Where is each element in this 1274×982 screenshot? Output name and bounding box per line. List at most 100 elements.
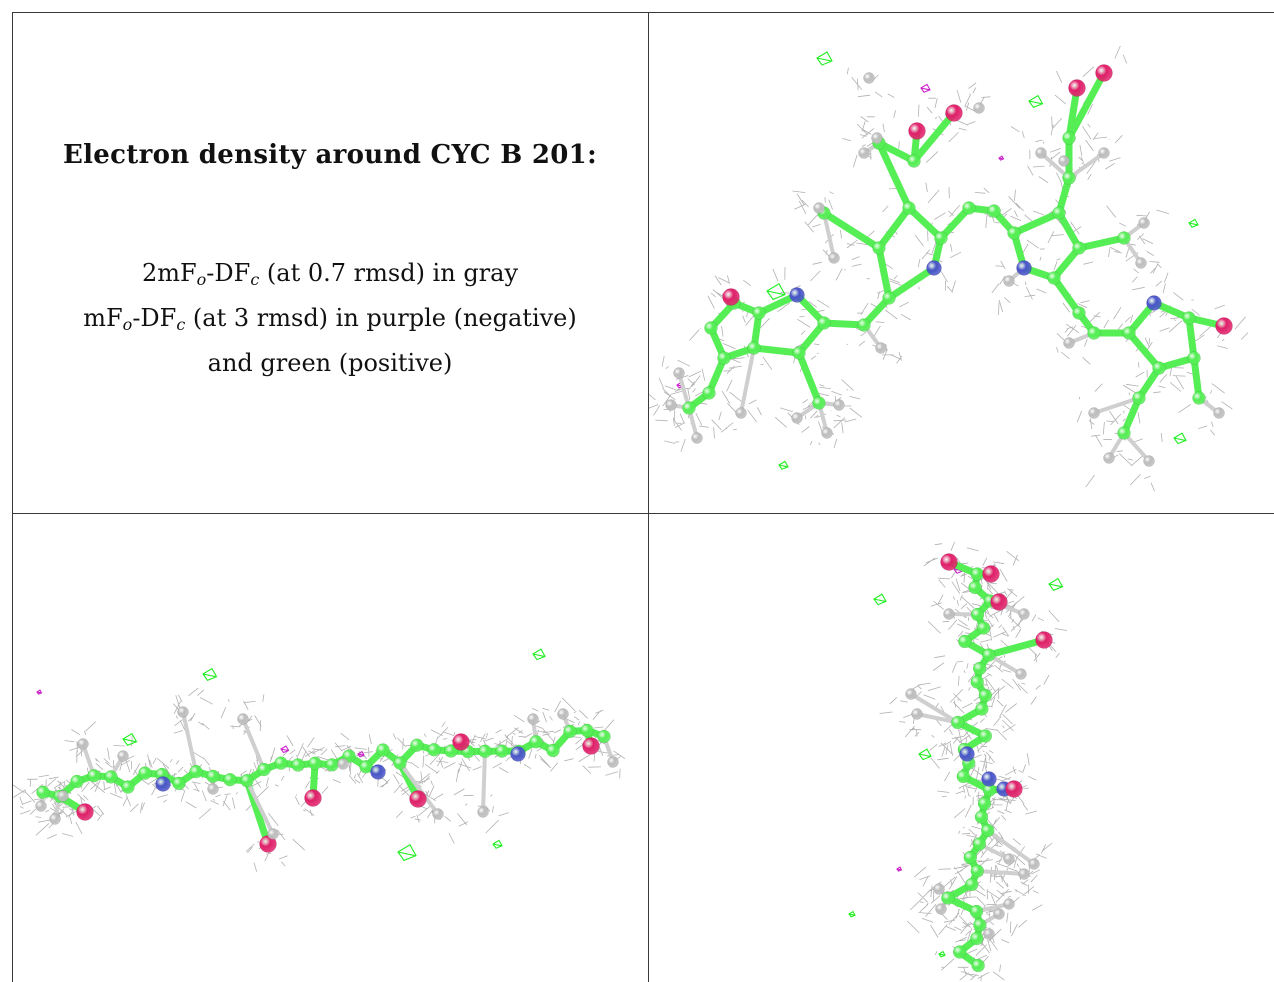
atom-H xyxy=(35,800,47,812)
atom-C xyxy=(969,904,984,919)
atom-H xyxy=(813,202,825,214)
atom-C xyxy=(974,810,989,824)
atom-C xyxy=(956,769,971,784)
atom-C xyxy=(970,607,985,622)
atom-C xyxy=(189,764,203,779)
atom-C xyxy=(478,744,492,759)
atom-H xyxy=(1018,608,1030,620)
atom-C xyxy=(172,776,186,791)
atom-H xyxy=(905,688,917,700)
atom-O xyxy=(1068,79,1086,97)
atom-O xyxy=(409,790,427,808)
atom-H xyxy=(607,756,619,768)
atom-O xyxy=(582,737,600,755)
atom-group xyxy=(35,706,619,853)
atom-C xyxy=(138,766,152,780)
atom-O xyxy=(1035,631,1053,649)
atom-C xyxy=(325,758,339,772)
atom-C xyxy=(747,341,761,355)
atom-C xyxy=(87,768,101,783)
atom-C xyxy=(970,931,984,946)
molecule-view-edge-horizontal xyxy=(13,648,626,872)
atom-C xyxy=(495,744,509,758)
atom-C xyxy=(580,723,594,738)
atom-C xyxy=(965,877,979,892)
atom-group xyxy=(665,64,1233,467)
atom-C xyxy=(970,567,984,581)
atom-H xyxy=(1103,452,1115,464)
grid-line-left xyxy=(12,12,13,982)
atom-C xyxy=(427,743,441,757)
diff-positive xyxy=(848,577,1064,958)
atom-C xyxy=(972,661,987,676)
atom-C xyxy=(972,837,987,851)
atom-H xyxy=(1138,217,1150,229)
atom-C xyxy=(882,291,896,305)
atom-H xyxy=(527,713,539,725)
atom-C xyxy=(817,316,831,330)
atom-C xyxy=(359,760,373,774)
atom-H xyxy=(875,342,887,354)
legend-line-fofc: mFo-DFc (at 3 rmsd) in purple (negative) xyxy=(83,304,577,334)
atom-H xyxy=(49,813,61,825)
diff-positive xyxy=(766,51,1199,470)
atom-H xyxy=(821,427,833,439)
atom-H xyxy=(1143,455,1155,467)
atom-H xyxy=(557,708,569,720)
atom-C xyxy=(257,762,271,777)
atom-N xyxy=(1016,260,1032,276)
atom-C xyxy=(973,918,987,932)
atom-C xyxy=(941,891,955,905)
atom-C xyxy=(952,945,967,959)
atom-H xyxy=(1035,147,1047,159)
atom-O xyxy=(452,733,470,751)
atom-H xyxy=(665,399,677,411)
atom-C xyxy=(1047,271,1061,285)
grid-line-top xyxy=(12,12,1274,13)
atom-C xyxy=(444,744,458,758)
atom-C xyxy=(907,154,921,168)
atom-C xyxy=(1132,391,1146,405)
atom-H xyxy=(983,928,995,940)
atom-C xyxy=(971,958,985,973)
atom-C xyxy=(563,724,577,739)
atom-C xyxy=(1007,226,1021,240)
atom-H xyxy=(1003,853,1015,865)
atom-C xyxy=(682,401,696,415)
atom-H xyxy=(871,132,883,144)
atom-N xyxy=(155,776,171,792)
caption-legend: 2mFo-DFc (at 0.7 rmsd) in gray mFo-DFc (… xyxy=(12,254,648,383)
atom-H xyxy=(673,367,685,379)
diff-positive xyxy=(122,648,546,862)
atom-C xyxy=(812,396,826,410)
atom-H xyxy=(337,758,349,770)
atom-C xyxy=(968,580,982,595)
atom-C xyxy=(1192,391,1206,405)
atom-C xyxy=(70,774,84,789)
atom-N xyxy=(1146,295,1162,311)
atom-N xyxy=(789,287,805,303)
atom-N xyxy=(926,260,942,276)
atom-C xyxy=(206,769,220,784)
atom-O xyxy=(908,122,926,140)
atom-C xyxy=(104,770,118,784)
atom-C xyxy=(1087,326,1101,340)
atom-H xyxy=(177,706,189,718)
atom-C xyxy=(980,823,995,838)
atom-C xyxy=(393,756,407,770)
atom-C xyxy=(1187,351,1201,365)
atom-H xyxy=(973,102,985,114)
atom-O xyxy=(1215,317,1233,335)
atom-H xyxy=(1003,898,1015,910)
atom-C xyxy=(976,621,991,635)
atom-C xyxy=(36,785,50,800)
atom-C xyxy=(752,306,766,320)
atom-C xyxy=(792,346,806,360)
atom-N xyxy=(510,746,526,762)
atom-H xyxy=(477,806,489,818)
atom-N xyxy=(981,771,997,787)
grid-line-middle xyxy=(12,513,1274,514)
atom-N xyxy=(370,764,386,780)
atom-H xyxy=(1058,155,1070,167)
